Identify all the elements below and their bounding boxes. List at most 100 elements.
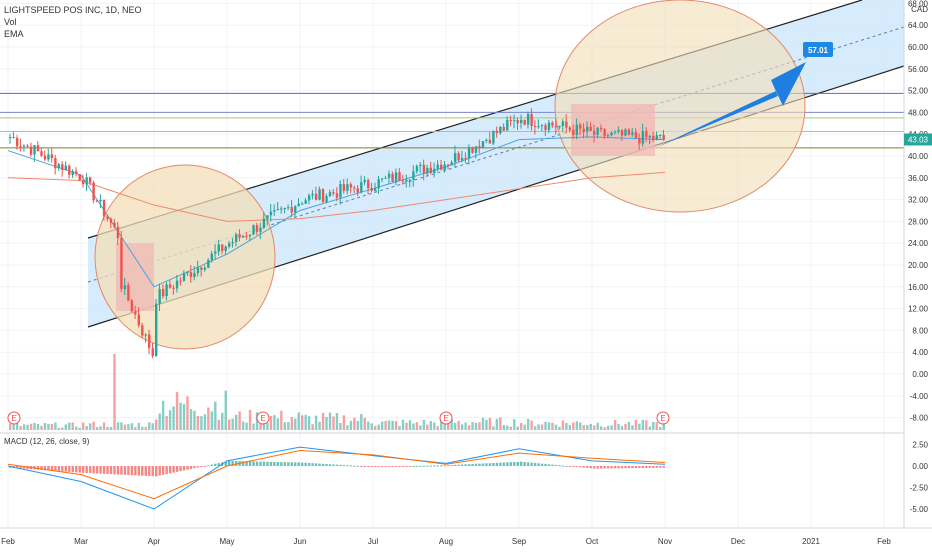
macd-hist-47 bbox=[172, 466, 175, 473]
candle-body-83 bbox=[297, 203, 300, 207]
candle-body-109 bbox=[387, 173, 391, 178]
volume-bar-13 bbox=[54, 422, 57, 430]
macd-hist-121 bbox=[429, 465, 433, 467]
candle-body-141 bbox=[499, 126, 502, 134]
macd-hist-116 bbox=[412, 465, 415, 467]
macd-y-tick-3: 2.50 bbox=[912, 441, 928, 450]
candle-body-63 bbox=[228, 243, 231, 247]
macd-hist-71 bbox=[255, 461, 259, 466]
macd-hist-87 bbox=[311, 463, 314, 466]
candle-body-77 bbox=[276, 209, 280, 211]
candle-body-54 bbox=[196, 267, 200, 274]
macd-hist-132 bbox=[467, 464, 471, 466]
volume-bar-158 bbox=[558, 426, 561, 430]
macd-hist-176 bbox=[620, 466, 624, 469]
volume-bar-46 bbox=[168, 410, 172, 430]
volume-bar-113 bbox=[401, 419, 405, 430]
volume-bar-32 bbox=[120, 422, 123, 430]
macd-pane: MACD (12, 26, close, 9) bbox=[0, 432, 904, 510]
candle-body-62 bbox=[224, 246, 227, 251]
candle-body-82 bbox=[294, 206, 297, 213]
macd-hist-16 bbox=[64, 466, 68, 472]
box-right bbox=[571, 104, 655, 156]
y-tick-7: 20.00 bbox=[908, 261, 929, 270]
earnings-marker-3 bbox=[656, 411, 670, 425]
earnings-label-2: E bbox=[443, 414, 448, 423]
ema-slow-line bbox=[7, 171, 666, 222]
macd-hist-23 bbox=[88, 466, 92, 474]
volume-bar-55 bbox=[200, 416, 203, 430]
volume-bar-83 bbox=[297, 412, 300, 430]
macd-hist-72 bbox=[259, 461, 262, 466]
candle-body-108 bbox=[384, 177, 387, 179]
macd-hist-127 bbox=[450, 464, 453, 466]
candle-body-65 bbox=[234, 234, 238, 242]
candle-body-100 bbox=[356, 188, 360, 193]
candle-body-1 bbox=[12, 137, 15, 139]
volume-bar-42 bbox=[155, 419, 158, 430]
macd-hist-183 bbox=[645, 466, 648, 468]
candle-body-116 bbox=[412, 171, 415, 180]
volume-bar-111 bbox=[394, 421, 398, 430]
volume-bar-121 bbox=[429, 421, 433, 430]
volume-bar-14 bbox=[57, 428, 61, 430]
volume-bar-68 bbox=[245, 422, 248, 430]
candle-body-150 bbox=[530, 114, 533, 127]
volume-bar-64 bbox=[231, 418, 234, 430]
volume-bar-24 bbox=[92, 421, 95, 430]
volume-bar-124 bbox=[440, 420, 443, 430]
volume-bar-131 bbox=[464, 422, 467, 430]
candle-body-154 bbox=[544, 125, 547, 130]
macd-hist-160 bbox=[565, 465, 568, 467]
candle-body-181 bbox=[638, 138, 641, 144]
y-tick-16: 56.00 bbox=[908, 65, 929, 74]
volume-bar-5 bbox=[26, 424, 29, 430]
macd-hist-180 bbox=[634, 466, 638, 469]
candle-body-142 bbox=[502, 126, 506, 131]
volume-bar-112 bbox=[398, 425, 401, 430]
earnings-label-0: E bbox=[11, 414, 16, 423]
y-tick-19: 68.00 bbox=[908, 0, 929, 8]
candle-body-6 bbox=[29, 146, 33, 155]
volume-bar-39 bbox=[144, 426, 147, 430]
candle-body-25 bbox=[95, 200, 99, 202]
y-tick-3: 4.00 bbox=[912, 348, 928, 357]
volume-bar-182 bbox=[641, 419, 645, 430]
candle-body-15 bbox=[61, 164, 64, 170]
volume-bar-164 bbox=[579, 422, 582, 430]
volume-bar-65 bbox=[234, 414, 238, 430]
volume-bar-171 bbox=[603, 427, 606, 430]
volume-bar-101 bbox=[360, 413, 363, 430]
volume-bar-179 bbox=[631, 425, 634, 430]
x-tick-8: Oct bbox=[586, 537, 599, 546]
macd-hist-150 bbox=[530, 462, 533, 466]
candle-body-99 bbox=[353, 187, 356, 189]
volume-bar-0 bbox=[9, 423, 12, 430]
macd-y-tick-2: 0.00 bbox=[912, 462, 928, 471]
macd-hist-186 bbox=[655, 466, 658, 468]
forecast-arrow-shape bbox=[655, 62, 806, 148]
volume-bar-40 bbox=[148, 422, 151, 430]
macd-hist-145 bbox=[513, 462, 516, 466]
volume-bar-43 bbox=[158, 413, 161, 430]
volume-bar-174 bbox=[613, 420, 617, 430]
volume-bar-132 bbox=[467, 425, 471, 430]
candle-body-55 bbox=[200, 267, 203, 270]
volume-bar-75 bbox=[269, 415, 273, 430]
volume-bar-57 bbox=[207, 407, 210, 430]
volume-bar-2 bbox=[15, 423, 19, 430]
volume-bar-185 bbox=[652, 421, 655, 430]
candle-body-103 bbox=[367, 179, 370, 189]
volume-bar-4 bbox=[22, 424, 26, 430]
x-tick-2: Apr bbox=[148, 537, 161, 546]
macd-hist-188 bbox=[662, 466, 665, 468]
macd-hist-128 bbox=[453, 464, 457, 466]
candle-body-170 bbox=[599, 127, 603, 130]
candle-body-11 bbox=[47, 154, 50, 160]
macd-hist-146 bbox=[516, 461, 519, 466]
macd-y-tick-0: -5.00 bbox=[910, 505, 929, 514]
candle-body-0 bbox=[9, 137, 12, 139]
macd-hist-27 bbox=[102, 466, 106, 474]
volume-bar-33 bbox=[123, 424, 127, 430]
